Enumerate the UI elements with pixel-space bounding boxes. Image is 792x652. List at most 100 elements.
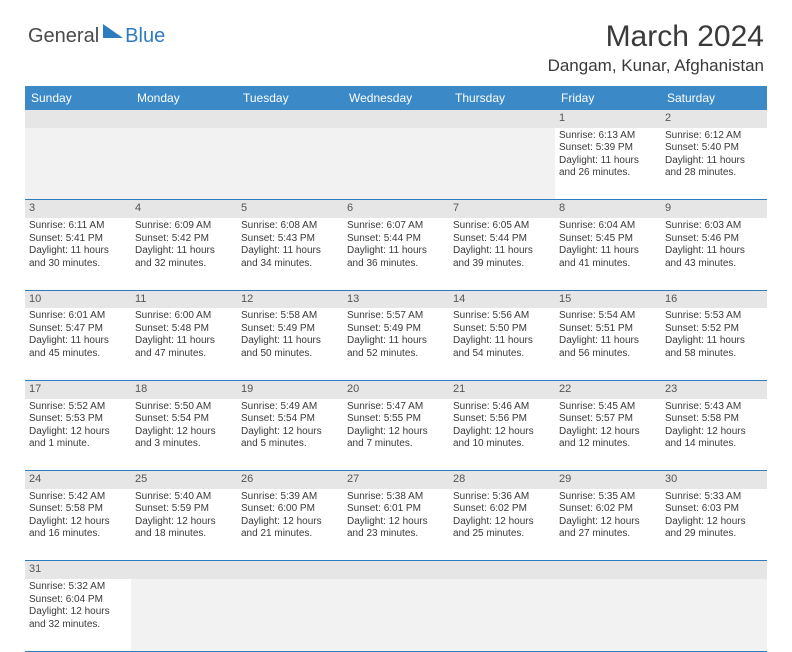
week-row: Sunrise: 5:32 AMSunset: 6:04 PMDaylight:… <box>25 579 767 651</box>
day-number: 31 <box>25 561 131 579</box>
day-cell: Sunrise: 5:47 AMSunset: 5:55 PMDaylight:… <box>343 399 449 471</box>
day-number: 26 <box>237 471 343 489</box>
daylight-text: Daylight: 11 hours <box>347 245 445 258</box>
sunset-text: Sunset: 5:59 PM <box>135 503 233 516</box>
day-cell <box>237 579 343 651</box>
sunset-text: Sunset: 5:47 PM <box>29 323 127 336</box>
day-cell: Sunrise: 5:45 AMSunset: 5:57 PMDaylight:… <box>555 399 661 471</box>
day-number: 16 <box>661 290 767 308</box>
day-cell <box>555 579 661 651</box>
daylight-text: and 30 minutes. <box>29 258 127 271</box>
sunrise-text: Sunrise: 5:49 AM <box>241 401 339 414</box>
sunrise-text: Sunrise: 6:12 AM <box>665 130 763 143</box>
daylight-text: and 12 minutes. <box>559 438 657 451</box>
sunrise-text: Sunrise: 6:07 AM <box>347 220 445 233</box>
sunrise-text: Sunrise: 5:33 AM <box>665 491 763 504</box>
daylight-text: and 45 minutes. <box>29 348 127 361</box>
day-cell <box>449 128 555 200</box>
week-row: Sunrise: 6:11 AMSunset: 5:41 PMDaylight:… <box>25 218 767 290</box>
sunset-text: Sunset: 5:58 PM <box>665 413 763 426</box>
day-cell: Sunrise: 6:13 AMSunset: 5:39 PMDaylight:… <box>555 128 661 200</box>
day-cell: Sunrise: 5:42 AMSunset: 5:58 PMDaylight:… <box>25 489 131 561</box>
sunrise-text: Sunrise: 5:52 AM <box>29 401 127 414</box>
daylight-text: Daylight: 11 hours <box>453 245 551 258</box>
day-number-row: 31 <box>25 561 767 579</box>
sunset-text: Sunset: 5:51 PM <box>559 323 657 336</box>
day-number-row: 10111213141516 <box>25 290 767 308</box>
week-row: Sunrise: 5:52 AMSunset: 5:53 PMDaylight:… <box>25 399 767 471</box>
sunrise-text: Sunrise: 5:38 AM <box>347 491 445 504</box>
daylight-text: and 41 minutes. <box>559 258 657 271</box>
day-number: 19 <box>237 380 343 398</box>
day-cell <box>343 128 449 200</box>
sunset-text: Sunset: 5:39 PM <box>559 142 657 155</box>
daylight-text: Daylight: 12 hours <box>29 426 127 439</box>
sunrise-text: Sunrise: 6:09 AM <box>135 220 233 233</box>
day-number <box>449 561 555 579</box>
sunrise-text: Sunrise: 5:45 AM <box>559 401 657 414</box>
day-number <box>661 561 767 579</box>
day-cell <box>343 579 449 651</box>
day-cell: Sunrise: 6:03 AMSunset: 5:46 PMDaylight:… <box>661 218 767 290</box>
daylight-text: Daylight: 11 hours <box>559 245 657 258</box>
day-number: 3 <box>25 200 131 218</box>
day-cell <box>131 128 237 200</box>
daylight-text: Daylight: 11 hours <box>29 245 127 258</box>
sunset-text: Sunset: 5:49 PM <box>241 323 339 336</box>
day-number-row: 17181920212223 <box>25 380 767 398</box>
sunrise-text: Sunrise: 5:36 AM <box>453 491 551 504</box>
daylight-text: and 21 minutes. <box>241 528 339 541</box>
daylight-text: and 50 minutes. <box>241 348 339 361</box>
daylight-text: and 16 minutes. <box>29 528 127 541</box>
sunset-text: Sunset: 5:41 PM <box>29 233 127 246</box>
sunset-text: Sunset: 5:50 PM <box>453 323 551 336</box>
sunset-text: Sunset: 6:04 PM <box>29 594 127 607</box>
daylight-text: Daylight: 11 hours <box>347 335 445 348</box>
day-number <box>131 110 237 128</box>
day-number: 27 <box>343 471 449 489</box>
daylight-text: Daylight: 11 hours <box>665 335 763 348</box>
sunrise-text: Sunrise: 6:03 AM <box>665 220 763 233</box>
daylight-text: Daylight: 11 hours <box>453 335 551 348</box>
day-cell: Sunrise: 5:38 AMSunset: 6:01 PMDaylight:… <box>343 489 449 561</box>
sail-icon <box>103 24 123 38</box>
day-number: 29 <box>555 471 661 489</box>
day-number <box>131 561 237 579</box>
daylight-text: and 32 minutes. <box>29 619 127 632</box>
sunset-text: Sunset: 5:46 PM <box>665 233 763 246</box>
day-header: Monday <box>131 86 237 110</box>
sunset-text: Sunset: 5:54 PM <box>241 413 339 426</box>
day-cell: Sunrise: 5:39 AMSunset: 6:00 PMDaylight:… <box>237 489 343 561</box>
daylight-text: Daylight: 11 hours <box>559 335 657 348</box>
daylight-text: Daylight: 11 hours <box>665 245 763 258</box>
sunset-text: Sunset: 5:49 PM <box>347 323 445 336</box>
day-number: 15 <box>555 290 661 308</box>
daylight-text: Daylight: 12 hours <box>29 516 127 529</box>
day-number: 23 <box>661 380 767 398</box>
day-number: 11 <box>131 290 237 308</box>
day-number <box>343 561 449 579</box>
day-number: 9 <box>661 200 767 218</box>
sunset-text: Sunset: 6:01 PM <box>347 503 445 516</box>
sunset-text: Sunset: 5:48 PM <box>135 323 233 336</box>
day-cell <box>131 579 237 651</box>
sunrise-text: Sunrise: 5:58 AM <box>241 310 339 323</box>
day-header: Saturday <box>661 86 767 110</box>
daylight-text: Daylight: 12 hours <box>665 426 763 439</box>
day-header: Tuesday <box>237 86 343 110</box>
sunset-text: Sunset: 5:45 PM <box>559 233 657 246</box>
day-cell: Sunrise: 6:00 AMSunset: 5:48 PMDaylight:… <box>131 308 237 380</box>
day-cell: Sunrise: 5:53 AMSunset: 5:52 PMDaylight:… <box>661 308 767 380</box>
daylight-text: and 25 minutes. <box>453 528 551 541</box>
week-row: Sunrise: 5:42 AMSunset: 5:58 PMDaylight:… <box>25 489 767 561</box>
day-number <box>555 561 661 579</box>
day-number <box>449 110 555 128</box>
daylight-text: Daylight: 12 hours <box>241 426 339 439</box>
daylight-text: and 29 minutes. <box>665 528 763 541</box>
day-number-row: 3456789 <box>25 200 767 218</box>
sunrise-text: Sunrise: 5:42 AM <box>29 491 127 504</box>
day-cell: Sunrise: 5:33 AMSunset: 6:03 PMDaylight:… <box>661 489 767 561</box>
sunrise-text: Sunrise: 6:01 AM <box>29 310 127 323</box>
sunset-text: Sunset: 5:56 PM <box>453 413 551 426</box>
day-cell <box>237 128 343 200</box>
